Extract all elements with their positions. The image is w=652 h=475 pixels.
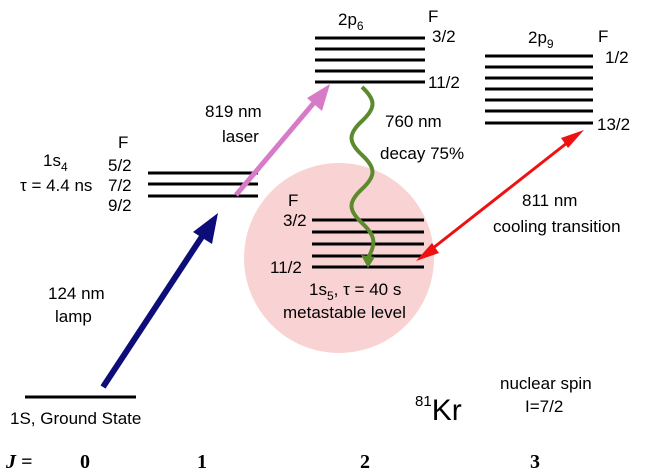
p9-f-bottom: 13/2 [597,115,630,134]
laser-excitation-arrow [234,84,330,197]
s4-name: 1s4 [43,151,68,174]
j-axis-value-2: 2 [360,451,370,473]
p6-f-header: F [428,7,438,26]
p9-f-top: 1/2 [605,48,629,67]
decay-label: decay 75% [380,144,464,163]
p6-f-bottom: 11/2 [428,73,460,92]
s5-name: 1s5, τ = 40 s [309,280,401,303]
metastable-highlight-circle [244,163,434,353]
j-axis-value-0: 0 [80,451,90,473]
nuclear-spin-value: I=7/2 [525,397,563,416]
p6-levels [315,36,425,84]
isotope-label: 81Kr [415,393,462,427]
s5-f-bottom: 11/2 [270,258,302,277]
lamp-label: lamp [55,307,92,326]
ground-state-label: 1S, Ground State [10,409,141,428]
s5-f-header: F [288,191,298,210]
s5-metastable-label: metastable level [283,303,406,322]
s4-lifetime: τ = 4.4 ns [20,176,92,195]
decay-wavy-arrow [349,85,376,268]
laser-label: laser [222,127,259,146]
s4-f-value-2: 7/2 [108,176,132,195]
cooling-wavelength-label: 811 nm [522,191,577,210]
j-axis-label: J = [5,451,32,473]
p9-name: 2p9 [528,28,554,51]
j-axis-value-3: 3 [530,451,540,473]
cooling-transition-arrow [416,130,584,261]
lamp-wavelength-label: 124 nm [48,284,105,303]
s4-f-header: F [118,133,128,152]
s5-f-top: 3/2 [283,211,307,230]
p6-f-top: 3/2 [432,27,456,46]
s4-levels [148,171,258,198]
cooling-label: cooling transition [493,217,621,236]
p6-name: 2p6 [338,10,364,33]
p9-levels [485,54,593,125]
s4-f-value-1: 5/2 [108,156,132,175]
lamp-excitation-arrow [100,213,218,389]
j-axis-value-1: 1 [197,451,207,473]
laser-wavelength-label: 819 nm [205,102,262,121]
s4-f-value-3: 9/2 [108,196,132,215]
nuclear-spin-label: nuclear spin [500,374,592,393]
decay-wavelength-label: 760 nm [385,112,442,131]
p9-f-header: F [598,27,608,46]
